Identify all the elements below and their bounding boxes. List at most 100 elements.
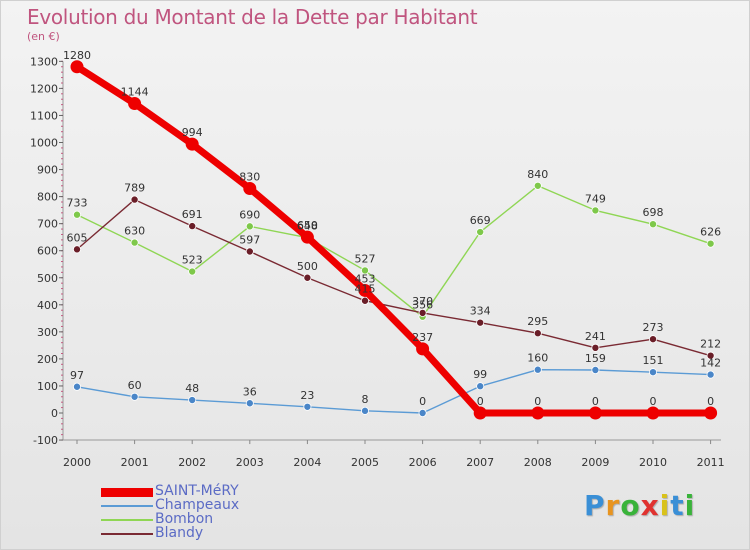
data-label: 212 [700, 338, 721, 351]
data-point [188, 267, 197, 276]
series-line [76, 185, 712, 318]
data-point [245, 247, 254, 256]
data-point [243, 181, 257, 195]
data-point [130, 392, 139, 401]
legend-item: Blandy [101, 525, 301, 541]
series-champeaux [73, 365, 715, 417]
data-point [130, 238, 139, 247]
data-label: 690 [239, 208, 260, 221]
y-tick-label: 600 [37, 245, 58, 258]
data-label: 0 [707, 395, 714, 408]
data-point [533, 181, 542, 190]
legend-label: Champeaux [155, 497, 240, 513]
data-point [706, 351, 715, 360]
y-tick-label: 400 [37, 299, 58, 312]
axes: -100010020030040050060070080090010001100… [30, 55, 725, 469]
logo-letter: o [620, 489, 641, 522]
series-line [73, 63, 715, 417]
data-label: 994 [182, 126, 203, 139]
y-tick-label: 100 [37, 380, 58, 393]
data-label: 840 [527, 168, 548, 181]
data-point [533, 329, 542, 338]
data-point [649, 335, 658, 344]
legend-label: Blandy [155, 525, 204, 541]
y-tick-label: 0 [51, 407, 58, 420]
data-point [533, 365, 542, 374]
unit-label: (en €) [27, 30, 60, 43]
data-label: 0 [534, 395, 541, 408]
logo-letter: P [584, 489, 606, 522]
data-point [706, 239, 715, 248]
data-point [128, 97, 142, 111]
data-point [360, 266, 369, 275]
data-label: 453 [355, 272, 376, 285]
logo-letter: r [605, 489, 621, 522]
legend-item: Bombon [101, 511, 301, 527]
data-label: 8 [362, 393, 369, 406]
data-label: 650 [297, 219, 318, 232]
data-point [360, 406, 369, 415]
data-point [591, 206, 600, 215]
proxiti-logo: Proxiti [584, 489, 695, 522]
y-tick-label: 800 [37, 191, 58, 204]
data-label: 669 [470, 214, 491, 227]
data-label: 273 [643, 321, 664, 334]
legend-swatch [101, 487, 153, 497]
y-tick-label: 1300 [30, 55, 58, 68]
y-tick-label: -100 [33, 434, 58, 447]
data-point [416, 342, 430, 356]
data-point [245, 399, 254, 408]
y-tick-label: 1000 [30, 137, 58, 150]
data-label: 733 [67, 197, 88, 210]
data-point [185, 137, 199, 151]
series-layer [70, 60, 718, 420]
data-point [591, 343, 600, 352]
data-label: 789 [124, 182, 145, 195]
legend-label: SAINT-MéRY [155, 483, 239, 499]
data-point [706, 370, 715, 379]
x-tick-label: 2005 [351, 456, 379, 469]
legend: SAINT-MéRY Champeaux Bombon Blandy [101, 483, 301, 541]
data-point [418, 408, 427, 417]
x-tick-label: 2009 [581, 456, 609, 469]
data-point [70, 60, 84, 74]
data-label: 356 [412, 299, 433, 312]
data-point [303, 402, 312, 411]
data-label: 0 [477, 395, 484, 408]
y-tick-label: 1100 [30, 109, 58, 122]
data-point [473, 406, 487, 420]
data-label: 523 [182, 254, 203, 267]
data-point [245, 222, 254, 231]
data-label: 160 [527, 352, 548, 365]
y-tick-label: 300 [37, 326, 58, 339]
data-label: 159 [585, 352, 606, 365]
x-tick-label: 2010 [639, 456, 667, 469]
y-tick-label: 500 [37, 272, 58, 285]
data-label: 1144 [121, 86, 149, 99]
data-point [130, 195, 139, 204]
data-label: 0 [419, 395, 426, 408]
data-label: 36 [243, 385, 257, 398]
data-point [188, 396, 197, 405]
data-label: 527 [355, 252, 376, 265]
logo-letter: i [659, 489, 671, 522]
data-label: 415 [355, 283, 376, 296]
data-point [188, 222, 197, 231]
x-tick-label: 2004 [293, 456, 321, 469]
data-point [360, 296, 369, 305]
line-chart: -100010020030040050060070080090010001100… [30, 49, 725, 469]
data-label: 99 [473, 368, 487, 381]
data-point [646, 406, 660, 420]
data-point [418, 308, 427, 317]
series-blandy [73, 195, 715, 360]
data-point [476, 382, 485, 391]
data-point [588, 406, 602, 420]
series-bombon [73, 181, 715, 321]
y-tick-label: 700 [37, 218, 58, 231]
legend-item: Champeaux [101, 497, 301, 513]
x-tick-label: 2008 [524, 456, 552, 469]
logo-letter: x [640, 489, 660, 522]
legend-item: SAINT-MéRY [101, 483, 301, 499]
x-tick-label: 2002 [178, 456, 206, 469]
